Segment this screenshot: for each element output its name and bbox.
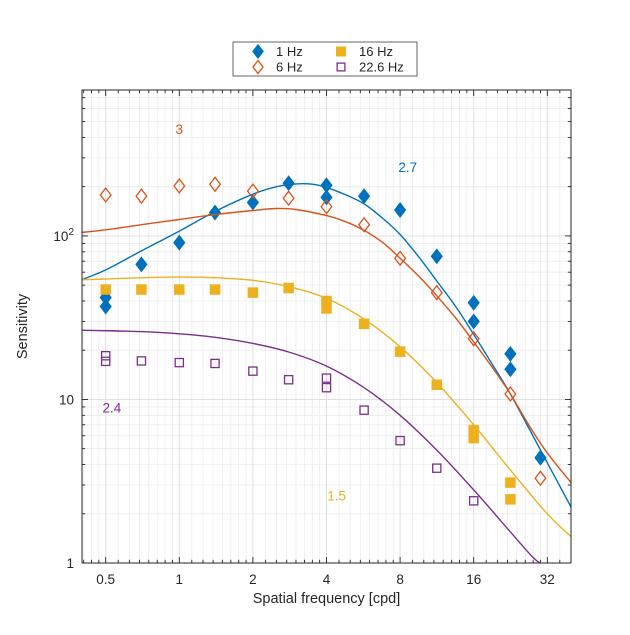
data-point-marker (467, 294, 480, 311)
data-point-marker (393, 250, 407, 267)
data-point-marker (534, 449, 547, 466)
data-points-16-hz (100, 282, 516, 505)
data-point-marker (321, 382, 332, 393)
data-point-marker (534, 470, 547, 487)
data-point-marker (174, 357, 185, 368)
data-point-marker (432, 463, 442, 473)
data-points-22-6-hz (100, 351, 479, 506)
legend-label: 22.6 Hz (359, 60, 404, 75)
data-point-marker (173, 234, 186, 251)
data-point-marker (99, 298, 112, 315)
data-point-marker (335, 46, 347, 57)
data-point-marker (321, 303, 332, 314)
data-point-marker (431, 379, 443, 390)
x-tick-label: 4 (323, 572, 331, 587)
data-point-marker (320, 198, 333, 215)
data-point-marker (430, 248, 443, 265)
data-point-marker (248, 366, 258, 376)
annotation-16-hz: 1.5 (327, 489, 346, 504)
data-point-marker (320, 189, 333, 206)
data-point-marker (283, 374, 294, 385)
data-point-marker (283, 282, 294, 294)
data-points-1-hz (99, 175, 547, 466)
legend-item-16-hz: 16 Hz (335, 44, 393, 59)
data-point-marker (394, 346, 406, 357)
data-point-marker (357, 188, 371, 205)
data-point-marker (467, 330, 480, 347)
data-point-marker (210, 358, 220, 369)
x-tick-labels: 0.5 1 2 4 8 16 32 (96, 572, 555, 587)
data-point-marker (336, 62, 346, 72)
data-point-marker (100, 351, 111, 361)
data-point-marker (173, 177, 186, 194)
x-tick-label: 0.5 (96, 572, 115, 587)
x-tick-label: 16 (466, 572, 481, 587)
legend-item-1-hz: 1 Hz (252, 43, 303, 60)
data-point-marker (504, 386, 517, 402)
x-tick-label: 8 (396, 572, 404, 587)
data-point-marker (505, 494, 516, 505)
x-tick-label: 2 (249, 572, 257, 587)
legend-label: 6 Hz (276, 60, 303, 75)
major-gridlines (82, 90, 571, 563)
data-point-marker (247, 287, 259, 298)
legend-label: 16 Hz (359, 44, 393, 59)
data-points-6-hz (99, 176, 547, 487)
y-tick-label: 10 (59, 392, 74, 407)
data-point-marker (430, 284, 443, 301)
data-point-marker (252, 59, 264, 75)
data-point-marker (135, 256, 148, 273)
data-point-marker (282, 190, 295, 207)
axis-ticks (82, 90, 571, 564)
y-tick-label: 102 (53, 227, 74, 244)
data-point-marker (393, 202, 407, 218)
data-point-marker (505, 477, 516, 488)
y-tick-label: 1 (66, 556, 74, 571)
x-tick-label: 32 (540, 572, 555, 587)
legend-label: 1 Hz (276, 44, 303, 59)
data-point-marker (504, 345, 517, 362)
data-point-marker (359, 405, 369, 415)
data-point-marker (358, 318, 370, 330)
data-point-marker (468, 432, 479, 444)
legend-item-6-hz: 6 Hz (252, 59, 303, 75)
data-point-marker (252, 43, 264, 60)
data-point-marker (395, 435, 405, 446)
data-point-marker (246, 194, 260, 211)
annotation-22-6-hz: 2.4 (102, 401, 121, 416)
data-point-marker (468, 496, 479, 506)
y-axis-label: Sensitivity (15, 293, 31, 359)
data-point-marker (174, 284, 185, 295)
legend-item-22-6-hz: 22.6 Hz (336, 60, 404, 75)
fit-curve-22-6-hz (82, 329, 541, 563)
data-point-marker (209, 284, 221, 295)
annotation-1-hz: 2.7 (398, 160, 417, 175)
annotation-6-hz: 3 (176, 122, 184, 137)
data-point-marker (208, 204, 222, 221)
legend-box (232, 41, 418, 77)
data-point-marker (208, 176, 222, 193)
data-point-marker (136, 356, 147, 366)
data-point-marker (100, 356, 111, 367)
data-point-marker (504, 361, 517, 378)
data-point-marker (357, 216, 371, 233)
fit-curve-6-hz (82, 207, 571, 484)
data-point-marker (135, 188, 148, 205)
data-point-marker (321, 373, 332, 383)
data-point-marker (136, 284, 147, 295)
data-point-marker (99, 186, 112, 203)
x-tick-label: 1 (176, 572, 184, 587)
y-tick-labels: 1 10 102 (53, 227, 74, 571)
data-point-marker (100, 284, 111, 295)
x-axis-label: Spatial frequency [cpd] (253, 591, 401, 607)
data-point-marker (467, 313, 480, 330)
minor-gridlines (82, 90, 571, 563)
data-point-marker (282, 175, 295, 192)
data-point-marker (246, 183, 260, 200)
